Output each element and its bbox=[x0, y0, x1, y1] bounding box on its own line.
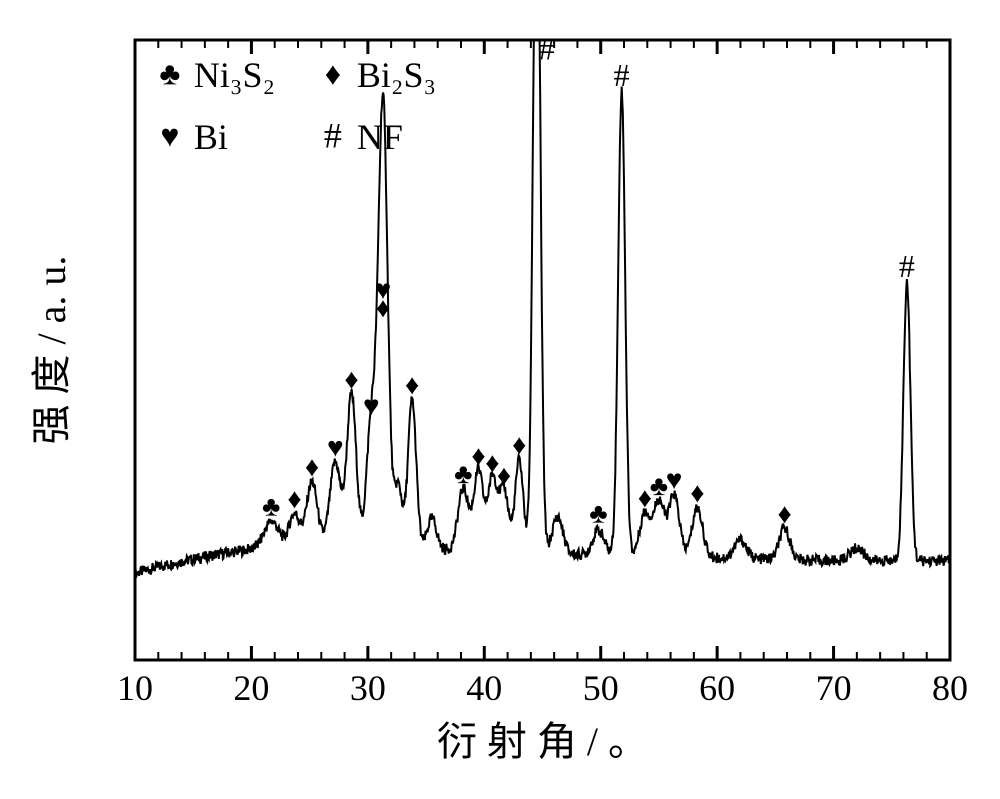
legend-label: Ni₃S₂ bbox=[194, 55, 275, 95]
peak-marker-diamond: ♦ bbox=[471, 441, 485, 472]
svg-text:60: 60 bbox=[699, 668, 735, 708]
legend-marker-club: ♣ bbox=[159, 56, 180, 92]
legend-marker-hash: # bbox=[324, 115, 342, 155]
svg-text:80: 80 bbox=[932, 668, 968, 708]
legend-label: NF bbox=[357, 117, 403, 157]
y-axis-label: 强 度 / a. u. bbox=[29, 256, 74, 445]
peak-marker-heart: ♥ bbox=[375, 275, 392, 306]
peak-marker-diamond: ♦ bbox=[497, 461, 511, 492]
x-axis-label: 衍 射 角 / 。 bbox=[437, 719, 648, 764]
peak-marker-club: ♣ bbox=[454, 459, 472, 490]
legend-label: Bi₂S₃ bbox=[357, 55, 436, 95]
svg-text:10: 10 bbox=[117, 668, 153, 708]
legend-label: Bi bbox=[194, 117, 228, 157]
svg-text:70: 70 bbox=[816, 668, 852, 708]
svg-text:30: 30 bbox=[350, 668, 386, 708]
legend-marker-diamond: ♦ bbox=[325, 56, 341, 92]
peak-marker-diamond: ♦ bbox=[344, 364, 358, 395]
peak-marker-diamond: ♦ bbox=[405, 370, 419, 401]
peak-marker-hash: # bbox=[899, 248, 915, 284]
peak-marker-diamond: ♦ bbox=[778, 499, 792, 530]
svg-text:40: 40 bbox=[466, 668, 502, 708]
peak-marker-diamond: ♦ bbox=[305, 452, 319, 483]
svg-text:50: 50 bbox=[583, 668, 619, 708]
xrd-chart: 1020304050607080衍 射 角 / 。强 度 / a. u.♣♦♦♥… bbox=[0, 0, 1000, 799]
peak-marker-diamond: ♦ bbox=[512, 430, 526, 461]
peak-marker-diamond: ♦ bbox=[690, 478, 704, 509]
peak-marker-club: ♣ bbox=[262, 491, 280, 522]
xrd-pattern bbox=[135, 40, 950, 579]
peak-marker-heart: ♥ bbox=[666, 465, 683, 496]
peak-marker-club: ♣ bbox=[589, 499, 607, 530]
peak-marker-hash: # bbox=[539, 31, 555, 67]
peak-marker-hash: # bbox=[614, 57, 630, 93]
legend-marker-heart: ♥ bbox=[160, 118, 179, 154]
peak-marker-heart: ♥ bbox=[363, 391, 380, 422]
peak-marker-diamond: ♦ bbox=[287, 484, 301, 515]
svg-text:20: 20 bbox=[233, 668, 269, 708]
chart-svg: 1020304050607080衍 射 角 / 。强 度 / a. u.♣♦♦♥… bbox=[0, 0, 1000, 799]
peak-marker-heart: ♥ bbox=[327, 432, 344, 463]
